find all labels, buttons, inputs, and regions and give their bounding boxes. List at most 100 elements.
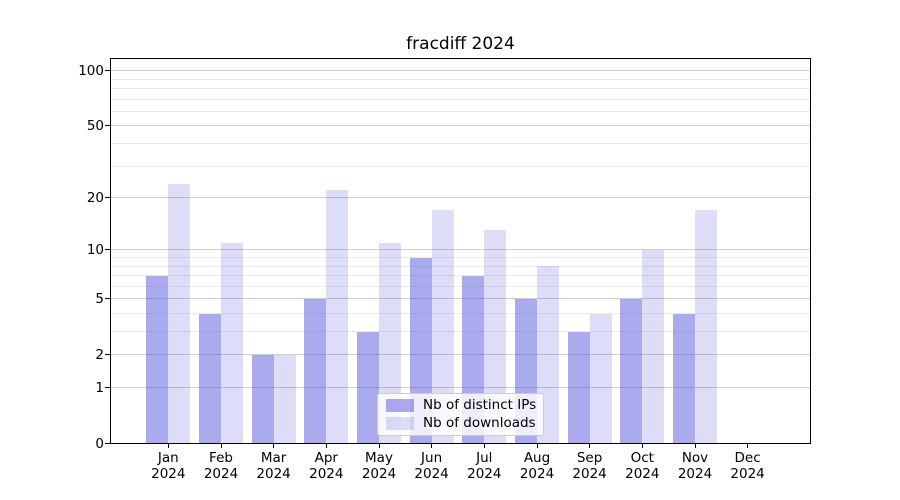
x-tick-mark <box>483 444 485 448</box>
legend: Nb of distinct IPs Nb of downloads <box>377 393 544 436</box>
y-tick-label: 5 <box>95 290 104 307</box>
y-tick-label: 2 <box>95 346 104 363</box>
y-tick-label: 10 <box>86 241 104 258</box>
bar-downloads <box>379 242 401 443</box>
bar-downloads <box>221 242 243 443</box>
legend-label-distinct-ips: Nb of distinct IPs <box>423 397 537 414</box>
gridline-minor <box>111 265 810 267</box>
x-tick-mark <box>325 444 327 448</box>
bar-distinct-ips <box>567 331 590 443</box>
x-tick-label-line: Jul <box>476 450 493 466</box>
x-tick-label: Feb 2024 <box>189 450 253 482</box>
gridline-major <box>111 125 810 127</box>
x-tick-mark <box>589 444 591 448</box>
x-tick-label: Nov 2024 <box>663 450 727 482</box>
x-tick-label-line: Nov <box>681 450 709 466</box>
x-tick-label-line: 2024 <box>519 466 555 482</box>
legend-row-downloads: Nb of downloads <box>386 414 536 431</box>
x-tick-label-line: Oct <box>630 450 654 466</box>
y-tick-mark <box>105 249 110 251</box>
gridline-major <box>111 298 810 300</box>
x-tick-label: May 2024 <box>347 450 411 482</box>
bar-downloads <box>326 190 349 443</box>
y-tick-label: 100 <box>78 62 104 79</box>
x-tick-mark <box>220 444 222 448</box>
x-tick-label: Jun 2024 <box>400 450 464 482</box>
x-tick-label-line: 2024 <box>572 466 607 482</box>
bar-distinct-ips <box>251 354 274 443</box>
x-tick-mark <box>167 444 169 448</box>
gridline-major <box>111 387 810 388</box>
x-tick-label-line: Mar <box>260 450 287 466</box>
bar-downloads <box>642 249 665 443</box>
legend-label-downloads: Nb of downloads <box>423 414 536 431</box>
gridline-major <box>111 70 810 72</box>
x-tick-mark <box>747 444 749 448</box>
x-tick-label-line: 2024 <box>203 466 239 482</box>
y-tick-label: 1 <box>95 379 104 396</box>
bar-downloads <box>484 230 507 443</box>
bar-downloads <box>168 183 191 443</box>
legend-swatch-downloads <box>386 416 414 430</box>
x-tick-label-line: 2024 <box>361 466 397 482</box>
bar-downloads <box>695 210 717 443</box>
bar-downloads <box>431 210 454 443</box>
x-tick-label-line: 2024 <box>677 466 713 482</box>
x-tick-label: Sep 2024 <box>558 450 622 482</box>
gridline-minor <box>111 285 810 287</box>
x-tick-label: Aug 2024 <box>505 450 569 482</box>
x-tick-label: Apr 2024 <box>294 450 358 482</box>
gridline-minor <box>111 165 810 167</box>
bar-distinct-ips <box>357 331 379 443</box>
bar-distinct-ips <box>673 313 695 443</box>
x-tick-label-line: Feb <box>209 450 233 466</box>
gridline-minor <box>111 88 810 89</box>
gridline-minor <box>111 331 810 332</box>
x-tick-mark <box>536 444 538 448</box>
x-tick-label-line: Aug <box>523 450 551 466</box>
x-tick-mark <box>378 444 380 448</box>
y-tick-label: 20 <box>86 189 104 206</box>
bar-downloads <box>273 354 296 443</box>
gridline-minor <box>111 143 810 144</box>
legend-row-distinct-ips: Nb of distinct IPs <box>386 397 537 414</box>
x-tick-label-line: Jun <box>421 450 443 466</box>
gridline-major <box>111 249 810 251</box>
x-tick-label-line: Dec <box>734 450 761 466</box>
y-tick-label: 0 <box>95 435 104 452</box>
x-tick-label-line: Jan <box>157 450 179 466</box>
x-tick-mark <box>694 444 696 448</box>
y-tick-mark <box>105 354 110 356</box>
y-tick-mark <box>105 298 110 300</box>
y-tick-mark <box>105 125 110 127</box>
bar-distinct-ips <box>199 313 221 443</box>
x-tick-label-line: 2024 <box>309 466 344 482</box>
x-tick-label: Jan 2024 <box>136 450 200 482</box>
x-tick-label-line: Apr <box>314 450 338 466</box>
x-tick-label: Mar 2024 <box>242 450 306 482</box>
bar-downloads <box>589 313 612 443</box>
x-tick-mark <box>273 444 275 448</box>
gridline-major <box>111 354 810 356</box>
x-tick-label-line: May <box>365 450 393 466</box>
y-tick-mark <box>105 443 110 444</box>
x-tick-label-line: 2024 <box>256 466 291 482</box>
x-tick-mark <box>641 444 643 448</box>
gridline-minor <box>111 78 810 80</box>
x-tick-label-line: 2024 <box>467 466 502 482</box>
y-tick-mark <box>105 197 110 199</box>
chart-title: fracdiff 2024 <box>406 34 515 54</box>
y-tick-mark <box>105 387 110 388</box>
x-tick-label-line: 2024 <box>151 466 186 482</box>
x-tick-label-line: 2024 <box>625 466 660 482</box>
bar-distinct-ips <box>620 298 643 443</box>
gridline-minor <box>111 275 810 276</box>
bar-distinct-ips <box>146 275 169 443</box>
x-tick-label-line: 2024 <box>414 466 449 482</box>
y-tick-label: 50 <box>86 117 104 134</box>
y-tick-mark <box>105 70 110 72</box>
gridline-minor <box>111 257 810 258</box>
x-tick-label-line: Sep <box>576 450 603 466</box>
x-tick-label-line: 2024 <box>730 466 765 482</box>
gridline-major <box>111 197 810 199</box>
